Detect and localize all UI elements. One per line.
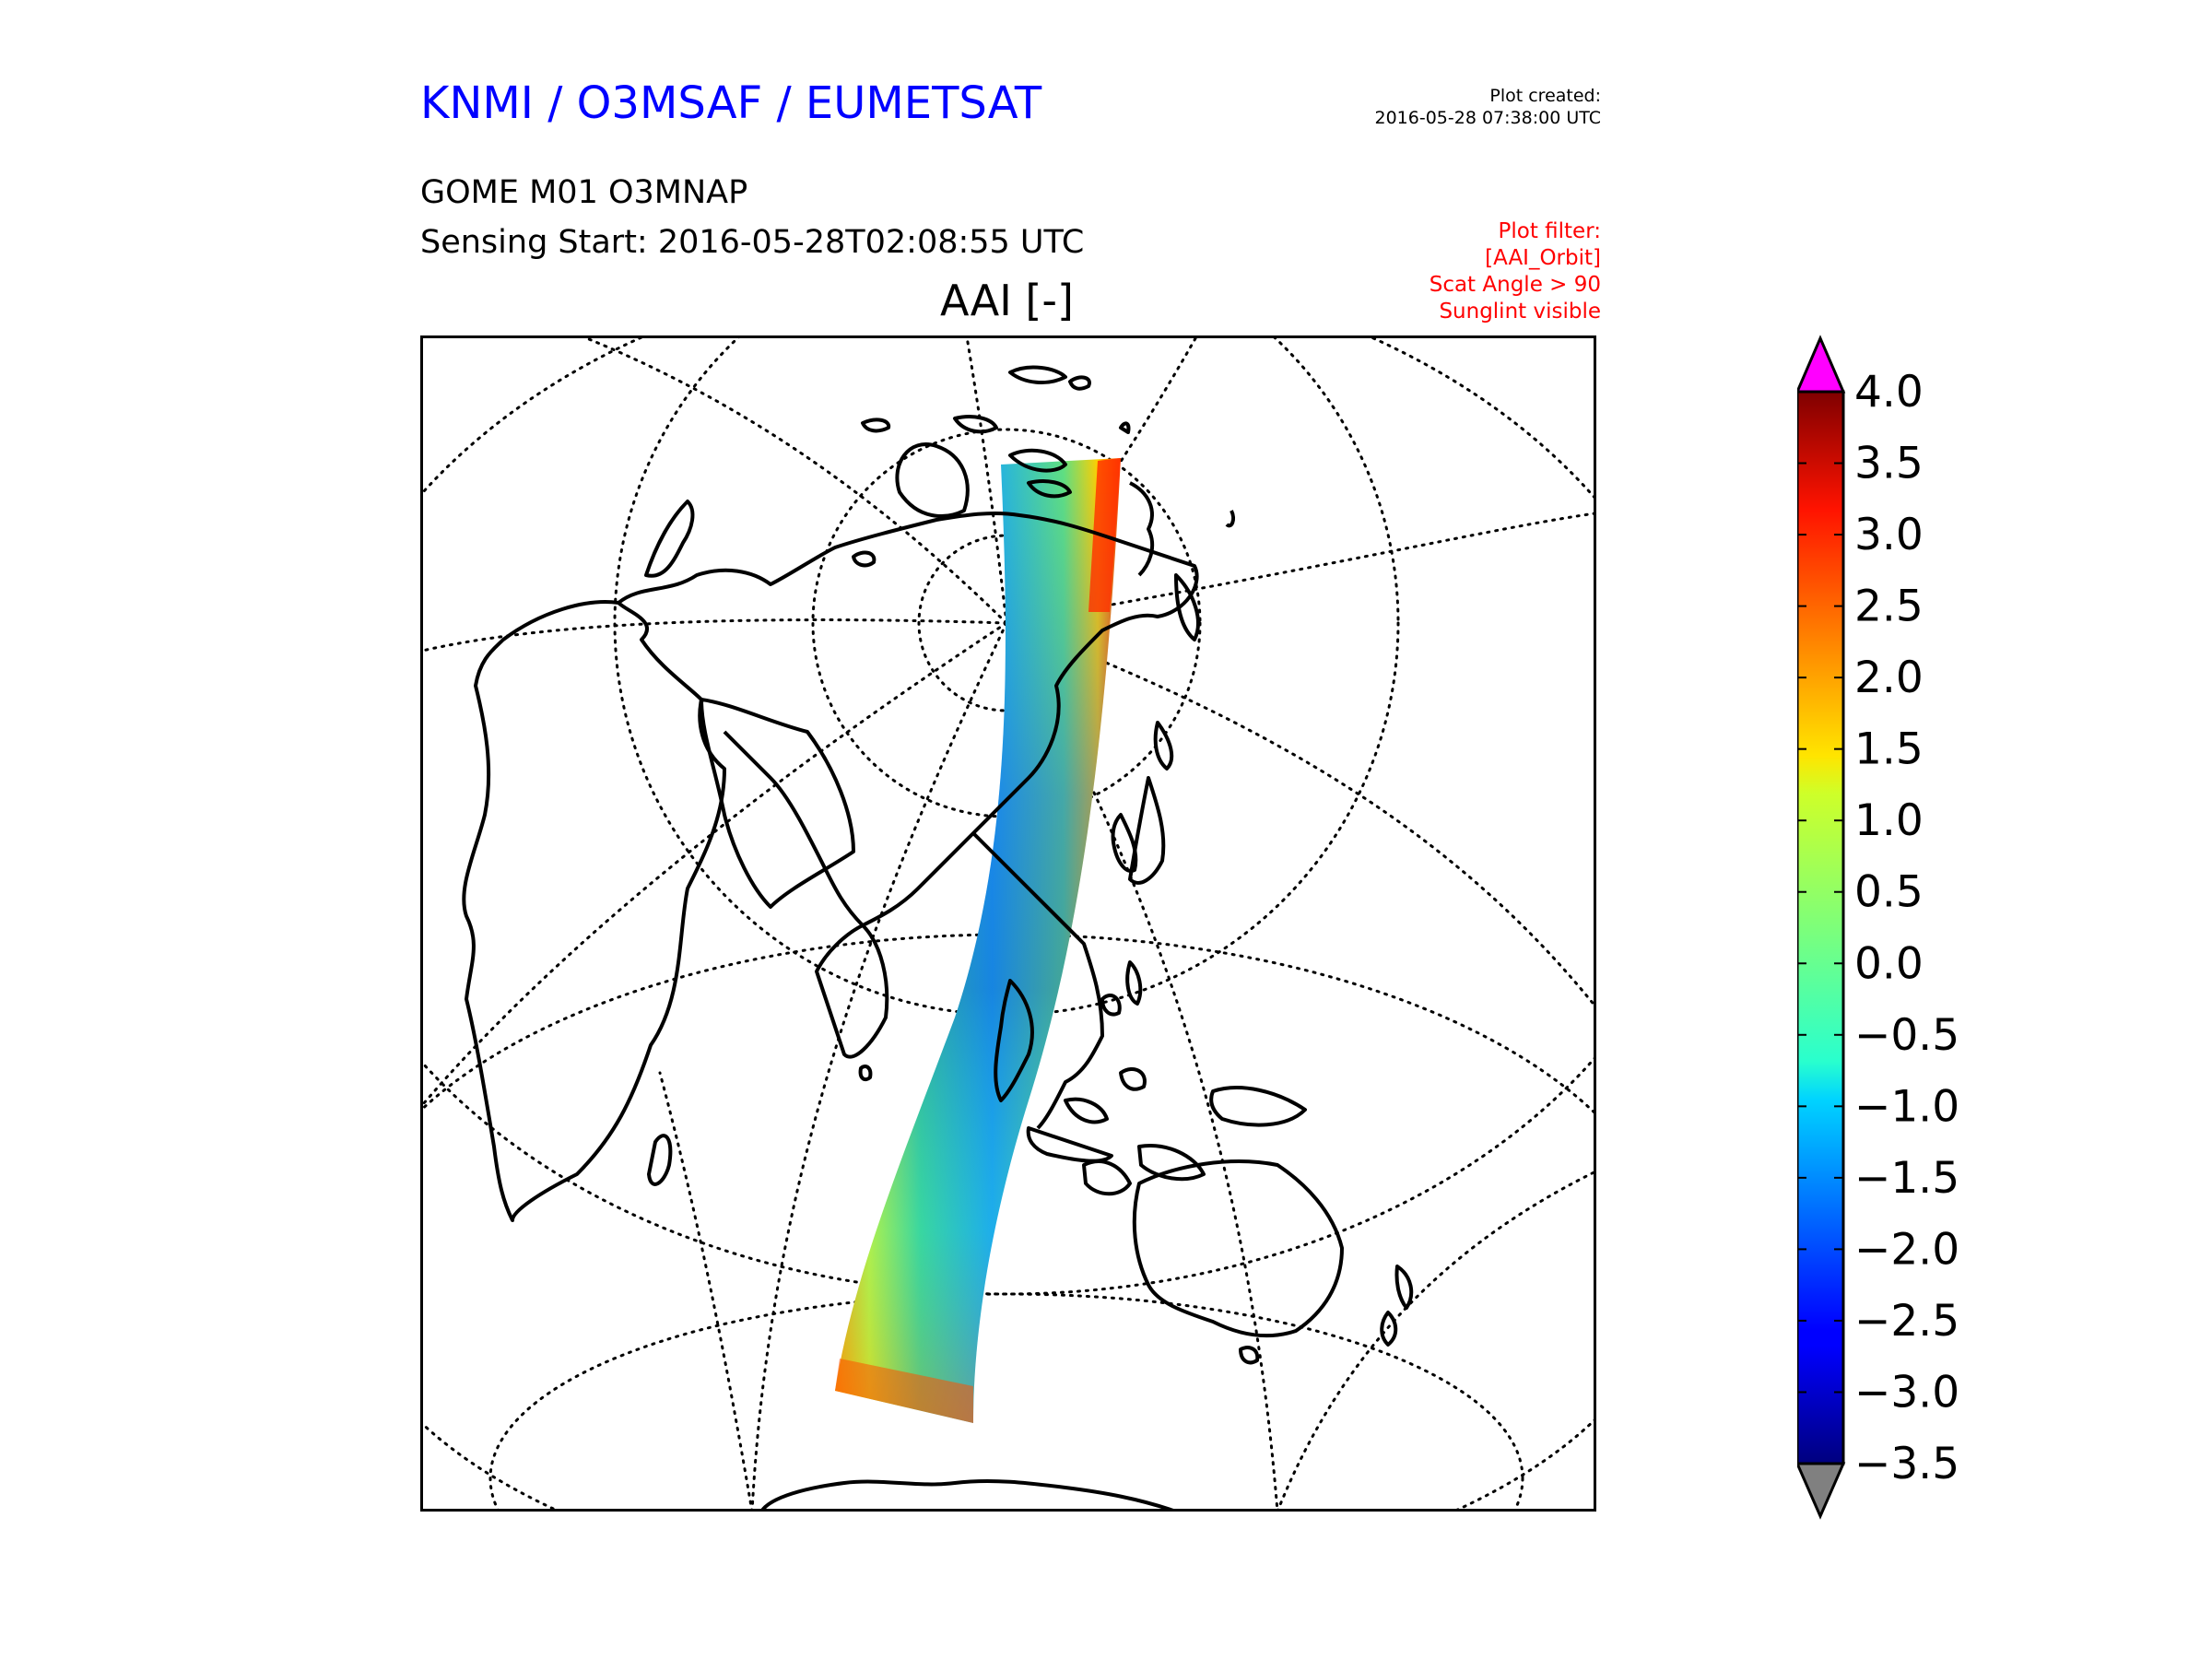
colorbar-over-extend: [1797, 335, 1846, 394]
colorbar-tick-label: −1.5: [1854, 1153, 1959, 1204]
plot-created-label: Plot created:: [1489, 86, 1601, 106]
coastlines: [462, 365, 1414, 1512]
colorbar-tick-label: −3.5: [1854, 1439, 1959, 1489]
plot-created-block: Plot created: 2016-05-28 07:38:00 UTC: [1375, 85, 1602, 129]
plot-filter-line: Plot filter:: [1498, 219, 1601, 243]
plot-filter-line: Sunglint visible: [1439, 300, 1601, 324]
map-canvas: [420, 335, 1596, 1512]
plot-filter-line: [AAI_Orbit]: [1485, 246, 1601, 270]
colorbar-tick-label: 4.0: [1854, 367, 1924, 418]
map-frame: [420, 335, 1596, 1512]
aai-swath: [835, 458, 1121, 1423]
colorbar-tick-label: 0.0: [1854, 938, 1924, 989]
colorbar-tick-label: −1.0: [1854, 1081, 1959, 1132]
colorbar-ticks: 4.0 3.5 3.0 2.5 2.0 1.5 1.0 0.5 0.0 −0.5 −1.0 −1.5 −…: [1797, 367, 1959, 1489]
colorbar-tick-label: 1.0: [1854, 795, 1924, 846]
product-title: GOME M01 O3MNAP: [420, 174, 748, 211]
colorbar-tick-label: 3.5: [1854, 439, 1924, 489]
colorbar-under-extend: [1797, 1462, 1846, 1520]
colorbar-tick-label: −0.5: [1854, 1010, 1959, 1061]
plot-created-value: 2016-05-28 07:38:00 UTC: [1374, 108, 1602, 128]
org-title: KNMI / O3MSAF / EUMETSAT: [420, 77, 1042, 129]
plot-title: AAI [-]: [940, 276, 1074, 325]
colorbar-tick-label: −2.5: [1854, 1296, 1959, 1347]
colorbar: 4.0 3.5 3.0 2.5 2.0 1.5 1.0 0.5 0.0 −0.5 −1.0 −1.5 −…: [1797, 335, 1959, 1520]
colorbar-tick-label: 3.0: [1854, 510, 1924, 560]
colorbar-tick-label: −2.0: [1854, 1224, 1959, 1275]
plot-filter-line: Scat Angle > 90: [1429, 273, 1601, 297]
colorbar-gradient: [1797, 390, 1845, 1465]
colorbar-tick-label: 1.5: [1854, 724, 1924, 775]
colorbar-tick-label: 2.0: [1854, 653, 1924, 703]
colorbar-tick-label: 0.5: [1854, 867, 1924, 918]
colorbar-tick-label: 2.5: [1854, 582, 1924, 632]
colorbar-tick-label: −3.0: [1854, 1367, 1959, 1418]
plot-filter-block: Plot filter: [AAI_Orbit] Scat Angle > 90…: [1430, 218, 1601, 325]
sensing-start: Sensing Start: 2016-05-28T02:08:55 UTC: [420, 224, 1085, 261]
